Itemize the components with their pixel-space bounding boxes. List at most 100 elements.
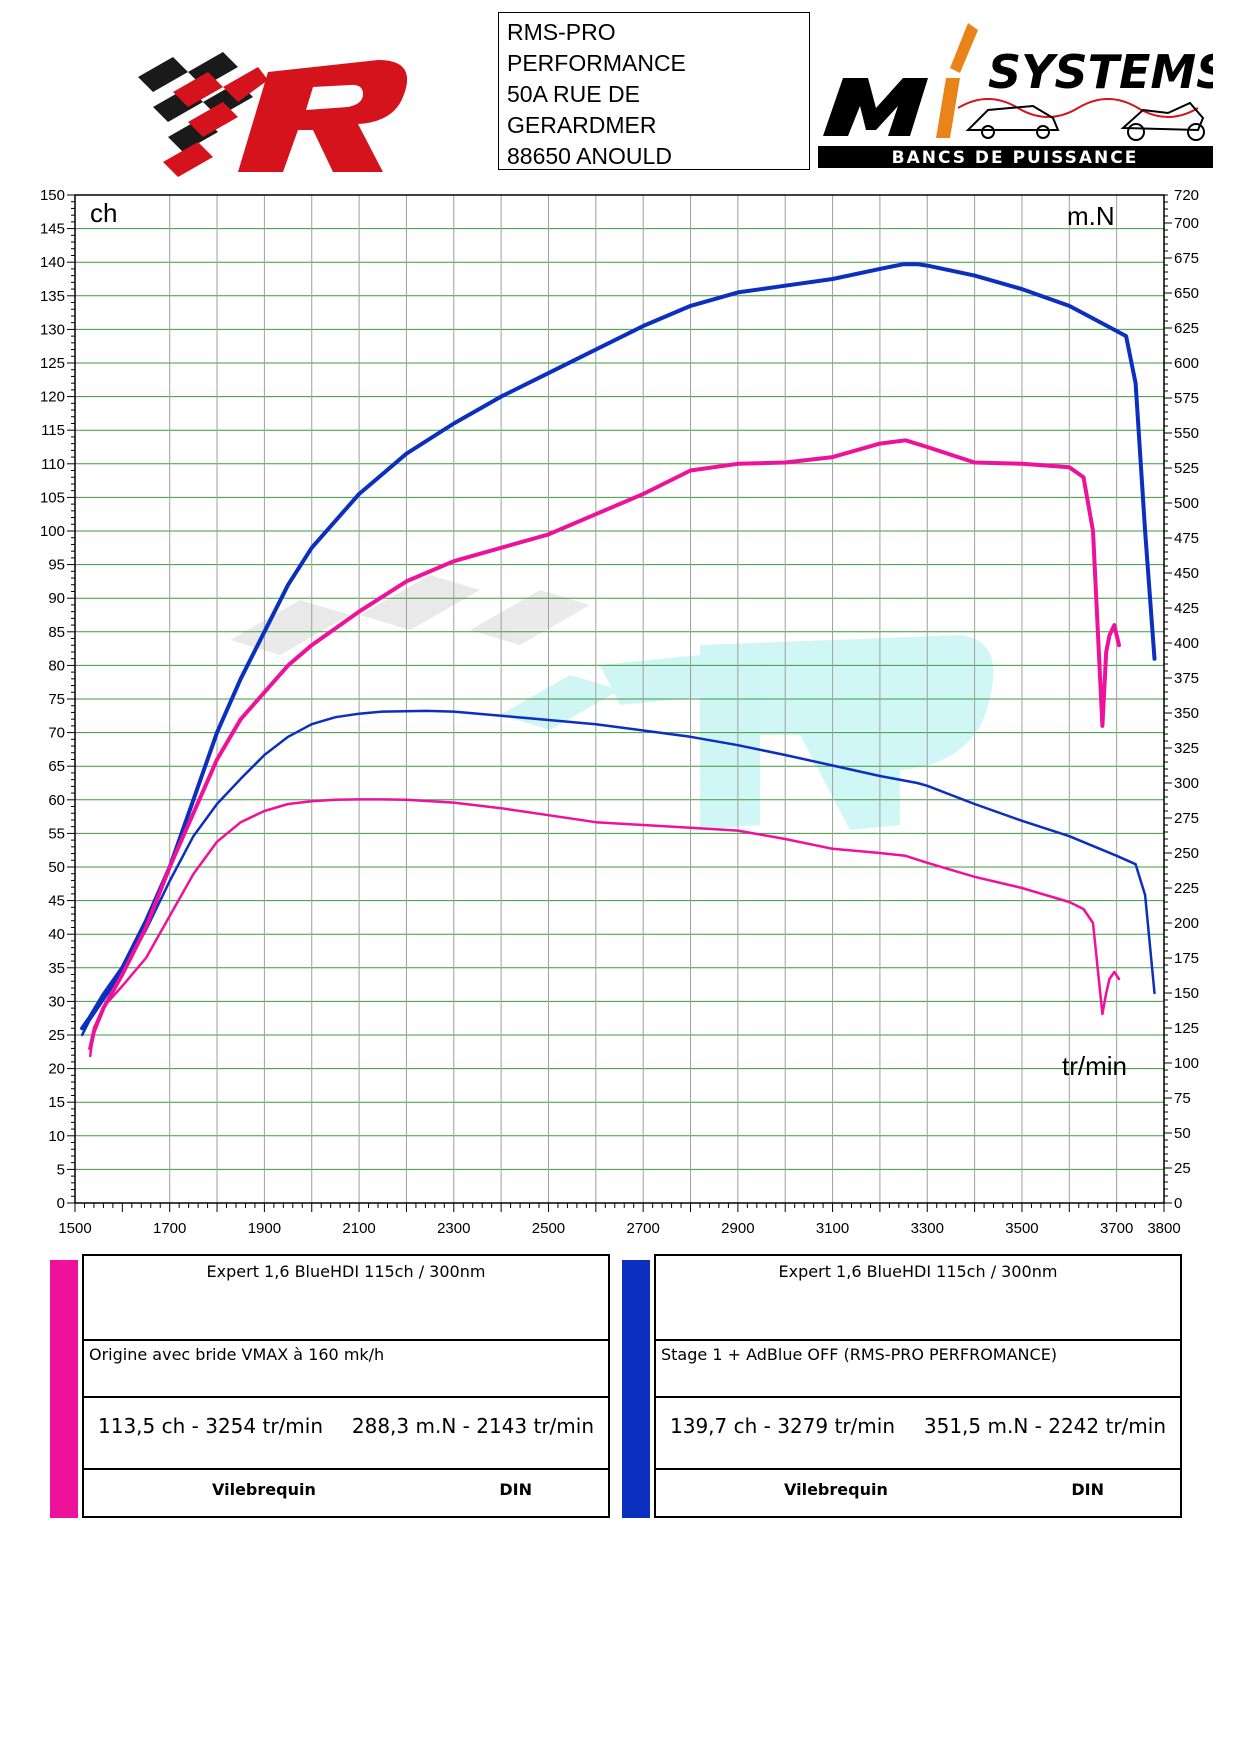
y-left-tick-label: 85 (48, 624, 65, 641)
series-torque-1 (80, 709, 1156, 1037)
y-left-tick-label: 75 (48, 691, 65, 708)
y-left-tick-label: 70 (48, 725, 65, 742)
measure-type: Vilebrequin (784, 1480, 888, 1499)
y-axis-right-unit: m.N (1067, 201, 1115, 231)
y-right-tick-label: 650 (1174, 285, 1199, 302)
y-right-tick-label: 550 (1174, 425, 1199, 442)
y-left-tick-label: 60 (48, 792, 65, 809)
max-torque-value: 288,3 m.N - 2143 tr/min (351, 1414, 594, 1438)
y-right-tick-label: 525 (1174, 460, 1199, 477)
y-left-tick-label: 65 (48, 758, 65, 775)
y-right-tick-label: 300 (1174, 775, 1199, 792)
y-left-tick-label: 90 (48, 590, 65, 607)
x-tick-label: 2300 (437, 1220, 470, 1237)
vehicle-title: Expert 1,6 BlueHDI 115ch / 300nm (778, 1262, 1058, 1281)
chart-grid (75, 194, 1164, 1203)
y-right-tick-label: 225 (1174, 880, 1199, 897)
x-tick-label: 1500 (58, 1220, 91, 1237)
y-left-tick-label: 150 (40, 187, 65, 204)
watermark-logo (230, 575, 994, 830)
x-tick-label: 3800 (1147, 1220, 1180, 1237)
max-power-value: 139,7 ch - 3279 tr/min (670, 1414, 895, 1438)
y-left-tick-label: 110 (41, 456, 65, 473)
y-right-tick-label: 100 (1174, 1055, 1199, 1072)
y-right-tick-label: 275 (1174, 810, 1199, 827)
rms-pro-logo (138, 52, 408, 177)
y-left-tick-label: 135 (40, 288, 65, 305)
y-right-tick-label: 675 (1174, 250, 1199, 267)
x-axis-unit: tr/min (1062, 1051, 1127, 1081)
y-left-tick-label: 25 (48, 1027, 65, 1044)
y-left-tick-label: 20 (48, 1061, 65, 1078)
address-box: RMS-PRO PERFORMANCE 50A RUE DE GERARDMER… (498, 12, 810, 170)
y-right-tick-label: 375 (1174, 670, 1199, 687)
address-line: 88650 ANOULD (507, 143, 672, 169)
y-right-tick-label: 200 (1174, 915, 1199, 932)
y-left-tick-label: 10 (48, 1128, 65, 1145)
y-right-tick-label: 350 (1174, 705, 1199, 722)
y-right-tick-label: 500 (1174, 495, 1199, 512)
series-power-0 (80, 262, 1157, 1031)
y-right-tick-label: 575 (1174, 390, 1199, 407)
y-right-tick-label: 625 (1174, 320, 1199, 337)
y-left-tick-label: 130 (40, 321, 65, 338)
chart-series (80, 262, 1157, 1058)
logo-brand-text: SYSTEMS (988, 45, 1213, 99)
y-right-tick-label: 475 (1174, 530, 1199, 547)
vehicle-title: Expert 1,6 BlueHDI 115ch / 300nm (206, 1262, 486, 1281)
y-right-tick-label: 325 (1174, 740, 1199, 757)
y-right-tick-label: 720 (1174, 187, 1199, 204)
y-right-tick-label: 50 (1174, 1125, 1191, 1142)
y-left-tick-label: 95 (48, 557, 65, 574)
y-right-tick-label: 150 (1174, 985, 1199, 1002)
x-tick-label: 3500 (1005, 1220, 1038, 1237)
y-right-tick-label: 250 (1174, 845, 1199, 862)
y-left-tick-label: 105 (40, 489, 65, 506)
y-right-tick-label: 425 (1174, 600, 1199, 617)
address-line: GERARDMER (507, 112, 657, 138)
y-right-tick-label: 400 (1174, 635, 1199, 652)
y-left-tick-label: 80 (48, 657, 65, 674)
series-color-swatch (622, 1260, 650, 1518)
address-line: RMS-PRO (507, 19, 616, 45)
series-torque-3 (88, 798, 1121, 1058)
x-tick-label: 3100 (816, 1220, 849, 1237)
x-tick-label: 3700 (1100, 1220, 1133, 1237)
y-left-tick-label: 45 (48, 893, 65, 910)
address-line: PERFORMANCE (507, 50, 686, 76)
y-right-tick-label: 175 (1174, 950, 1199, 967)
max-torque-value: 351,5 m.N - 2242 tr/min (923, 1414, 1166, 1438)
y-left-tick-label: 40 (48, 926, 65, 943)
logo-tagline-text: BANCS DE PUISSANCE (892, 148, 1139, 168)
y-axis-left-ticks: 0 5 10 15 20 25 30 35 40 45 50 55 60 65 70 75 80 85 90 95 10… (40, 187, 75, 1212)
y-right-tick-label: 0 (1174, 1195, 1182, 1212)
y-right-tick-label: 75 (1174, 1090, 1191, 1107)
result-table: Expert 1,6 BlueHDI 115ch / 300nm Stage 1… (654, 1254, 1182, 1518)
y-right-tick-label: 450 (1174, 565, 1199, 582)
y-left-tick-label: 55 (48, 825, 65, 842)
x-tick-label: 2500 (532, 1220, 565, 1237)
y-left-tick-label: 35 (48, 960, 65, 977)
x-tick-label: 2700 (626, 1220, 659, 1237)
y-left-tick-label: 125 (40, 355, 65, 372)
run-description: Origine avec bride VMAX à 160 mk/h (89, 1345, 385, 1364)
result-table: Expert 1,6 BlueHDI 115ch / 300nm Origine… (82, 1254, 610, 1518)
x-tick-label: 1900 (248, 1220, 281, 1237)
series-power-2 (88, 438, 1121, 1051)
dyno-chart: 1500 1700 1900 2100 2300 2500 2700 2900 3100 3300… (40, 187, 1199, 1237)
y-left-tick-label: 15 (48, 1094, 65, 1111)
series-color-swatch (50, 1260, 78, 1518)
run-description: Stage 1 + AdBlue OFF (RMS-PRO PERFROMANC… (661, 1345, 1058, 1364)
measure-type: Vilebrequin (212, 1480, 316, 1499)
address-line: 50A RUE DE (507, 81, 640, 107)
y-right-tick-label: 125 (1174, 1020, 1199, 1037)
y-axis-left-unit: ch (90, 198, 117, 228)
y-left-tick-label: 140 (40, 254, 65, 271)
y-axis-right-ticks: 0 25 50 75 100 125 150 175 200 225 250 275 300 325 350… (1164, 187, 1199, 1212)
y-left-tick-label: 100 (40, 523, 65, 540)
x-axis-ticks: 1500 1700 1900 2100 2300 2500 2700 2900 3100 3300… (58, 1203, 1181, 1237)
y-left-tick-label: 5 (57, 1161, 65, 1178)
correction-norm: DIN (1071, 1480, 1104, 1499)
y-left-tick-label: 145 (40, 221, 65, 238)
y-left-tick-label: 50 (48, 859, 65, 876)
